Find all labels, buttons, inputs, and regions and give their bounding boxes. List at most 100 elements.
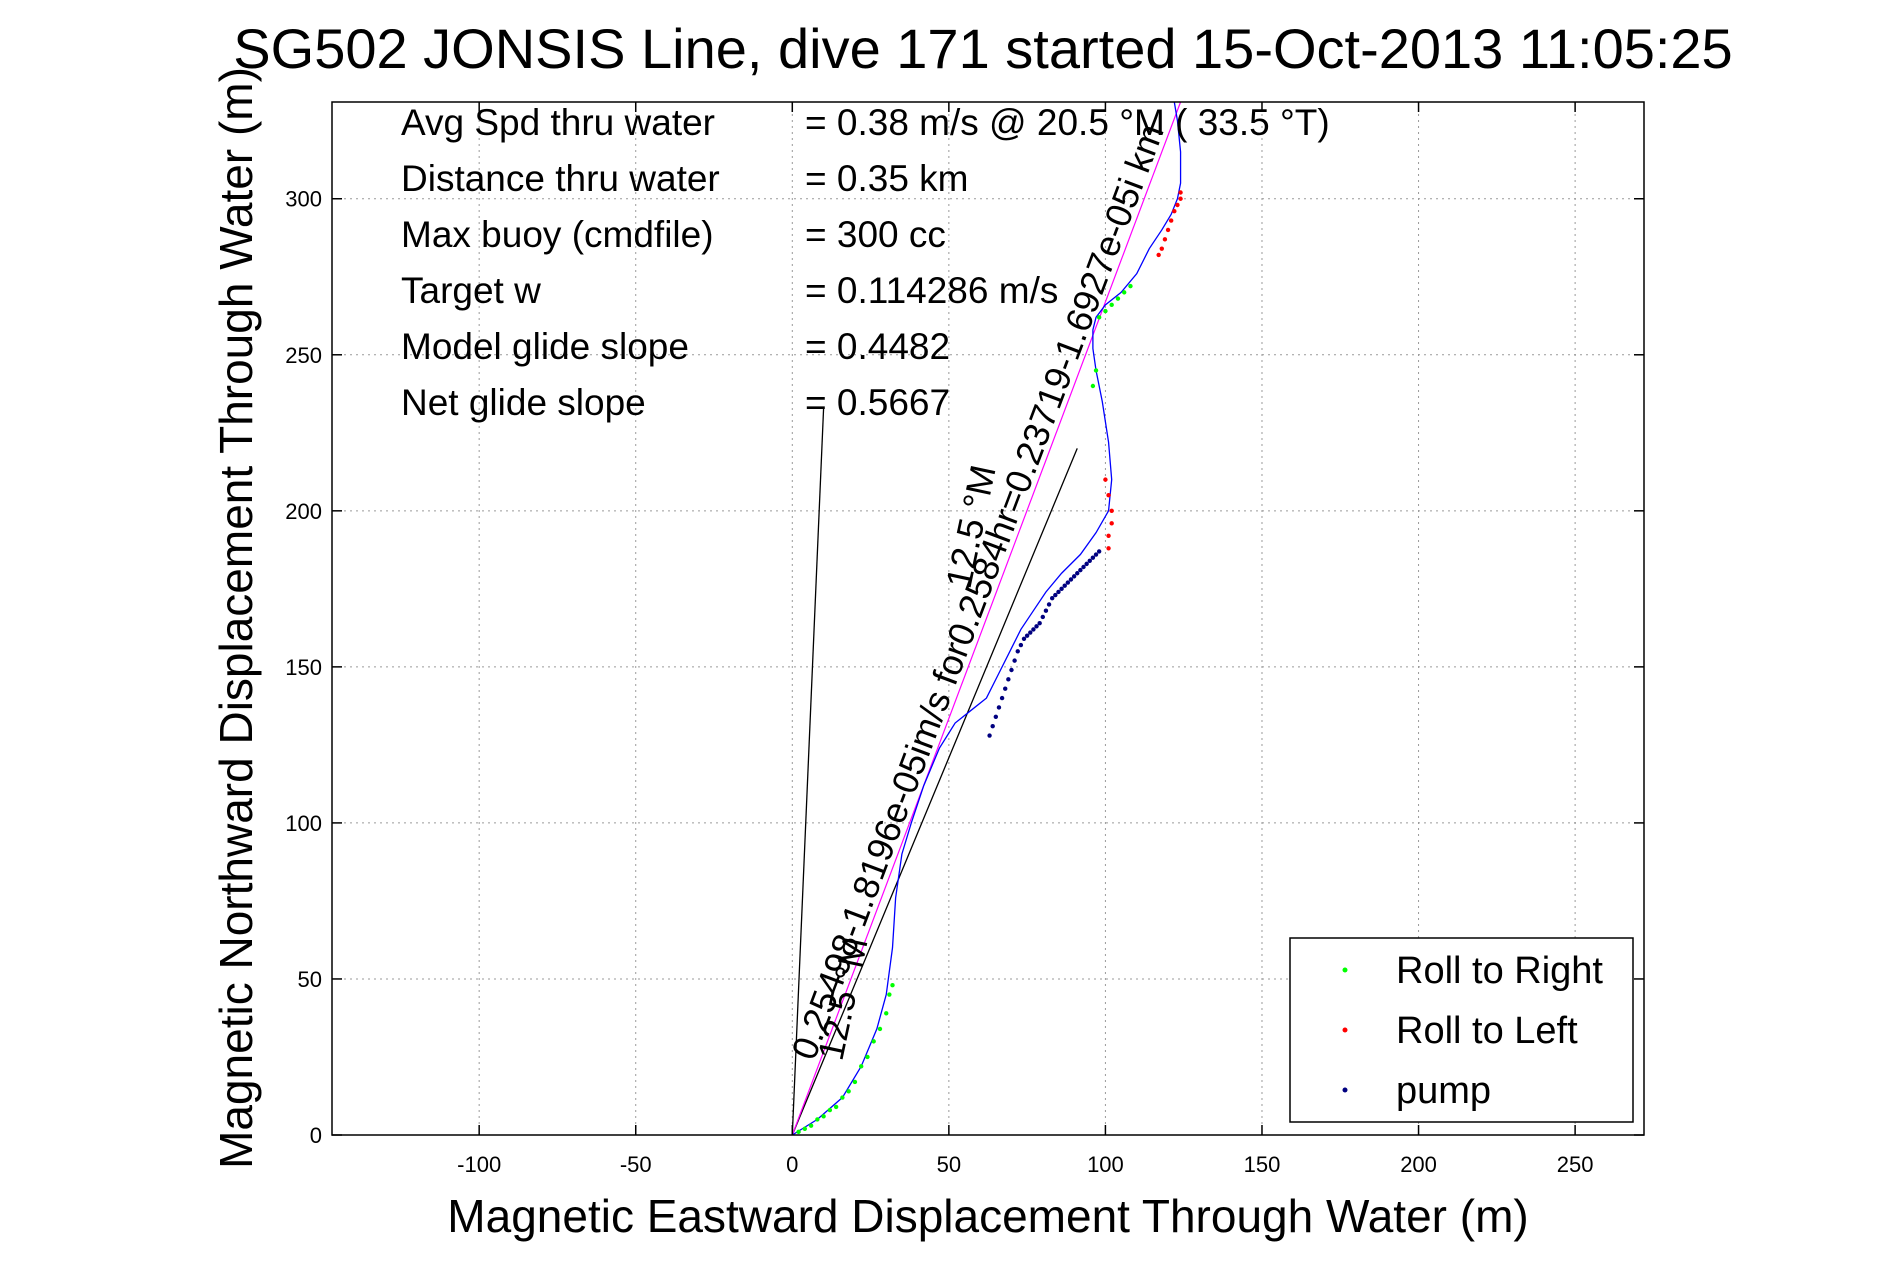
- heading-line: [791, 448, 1078, 1136]
- x-tick-label: 150: [1244, 1152, 1281, 1177]
- data-point: [1093, 368, 1099, 373]
- stat-label: Model glide slope: [401, 326, 689, 367]
- data-point: [1003, 686, 1008, 691]
- data-point: [1062, 583, 1067, 588]
- data-point: [796, 1129, 801, 1135]
- data-point: [1031, 627, 1036, 632]
- stat-value: = 0.114286 m/s: [805, 270, 1058, 311]
- data-point: [1040, 614, 1045, 620]
- x-tick-label: 250: [1557, 1152, 1594, 1177]
- x-axis-label: Magnetic Eastward Displacement Through W…: [447, 1190, 1528, 1242]
- y-tick-label: 0: [310, 1123, 322, 1148]
- legend-marker: [1342, 1087, 1348, 1093]
- data-point: [1071, 574, 1077, 579]
- plot-frame: [331, 101, 1645, 1136]
- y-tick-label: 50: [298, 967, 322, 992]
- series-markers: [987, 549, 1102, 738]
- x-tick-label: 50: [937, 1152, 961, 1177]
- data-point: [1049, 596, 1055, 601]
- x-tick-label: 100: [1087, 1152, 1124, 1177]
- data-point: [840, 1095, 845, 1100]
- data-point: [1034, 624, 1039, 629]
- x-tick-label: 0: [786, 1152, 798, 1177]
- stat-value: = 0.35 km: [805, 158, 969, 199]
- data-point: [990, 723, 995, 729]
- data-point: [865, 1054, 870, 1060]
- data-point: [1109, 302, 1114, 308]
- data-point: [987, 733, 992, 738]
- y-tick-label: 200: [285, 499, 322, 524]
- data-point: [999, 695, 1005, 701]
- data-point: [1065, 580, 1071, 585]
- data-point: [871, 1039, 876, 1044]
- series-markers: [1103, 190, 1183, 551]
- data-point: [1178, 196, 1183, 201]
- data-point: [1084, 561, 1089, 567]
- x-tick-label: -50: [620, 1152, 652, 1177]
- data-point: [1075, 571, 1080, 576]
- data-point: [1009, 667, 1014, 673]
- y-tick-label: 100: [285, 811, 322, 836]
- data-point: [846, 1089, 851, 1094]
- data-point: [1015, 649, 1020, 654]
- data-point: [821, 1114, 826, 1119]
- data-point: [852, 1079, 858, 1085]
- data-point: [815, 1117, 820, 1122]
- data-point: [1156, 252, 1161, 258]
- data-point: [1106, 546, 1111, 551]
- data-point: [827, 1107, 833, 1113]
- data-point: [1122, 290, 1127, 295]
- data-point: [1068, 577, 1074, 582]
- data-point: [1087, 558, 1092, 563]
- track-line: [791, 101, 1182, 1136]
- data-point: [877, 1026, 883, 1032]
- data-point: [1115, 296, 1121, 301]
- legend: Roll to Right Roll to Left pump: [1289, 937, 1634, 1123]
- stat-label: Distance thru water: [401, 158, 720, 199]
- data-point: [1024, 633, 1030, 638]
- data-point: [1109, 508, 1114, 514]
- data-point: [1159, 246, 1164, 251]
- data-point: [1093, 552, 1099, 557]
- y-tick-label: 250: [285, 343, 322, 368]
- data-point: [802, 1126, 808, 1131]
- legend-label: Roll to Left: [1396, 1010, 1578, 1052]
- data-point: [996, 705, 1002, 710]
- current-line: [791, 101, 1182, 1136]
- data-point: [1172, 209, 1177, 214]
- data-point: [1056, 589, 1061, 595]
- data-point: [1037, 620, 1042, 626]
- data-point: [993, 714, 999, 720]
- data-point: [1165, 227, 1171, 233]
- data-point: [1006, 677, 1011, 682]
- legend-marker: [1342, 1027, 1348, 1033]
- data-point: [1103, 477, 1108, 482]
- series-markers: [796, 283, 1133, 1135]
- data-point: [1175, 202, 1180, 208]
- chart-title: SG502 JONSIS Line, dive 171 started 15-O…: [233, 17, 1732, 80]
- legend-label: Roll to Right: [1396, 950, 1603, 992]
- legend-marker: [1342, 967, 1348, 973]
- data-point: [858, 1064, 864, 1069]
- data-point: [808, 1123, 814, 1128]
- y-tick-label: 300: [285, 187, 322, 212]
- data-point: [1028, 630, 1033, 635]
- data-point: [1078, 567, 1083, 573]
- data-point: [833, 1104, 839, 1110]
- data-point: [1046, 602, 1052, 607]
- stat-value: = 0.38 m/s @ 20.5 °M ( 33.5 °T): [805, 102, 1330, 143]
- axis-ticks: -100 -50 0 50 100 150 200 250 0 50 100 150 200 250 300: [285, 102, 1644, 1177]
- data-point: [1053, 592, 1058, 598]
- data-point: [1162, 237, 1168, 242]
- legend-label: pump: [1396, 1070, 1491, 1112]
- data-point: [1109, 521, 1114, 526]
- data-point: [1096, 549, 1102, 554]
- stats-block: Avg Spd thru water = 0.38 m/s @ 20.5 °M (…: [401, 102, 1330, 423]
- data-point: [887, 992, 892, 997]
- stat-label: Target w: [401, 270, 541, 311]
- data-point: [1106, 533, 1111, 538]
- data-point: [1096, 315, 1102, 320]
- x-tick-label: 200: [1400, 1152, 1437, 1177]
- stat-label: Net glide slope: [401, 382, 646, 423]
